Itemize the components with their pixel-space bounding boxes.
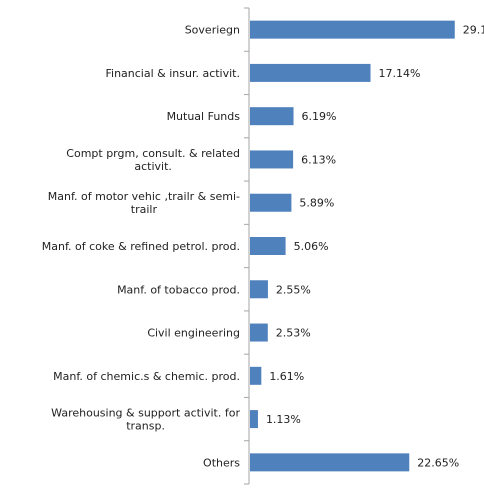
data-label: 29.12%: [463, 24, 484, 37]
data-label: 6.13%: [301, 153, 336, 166]
bar: [250, 193, 292, 212]
bar: [250, 280, 268, 299]
bar: [250, 453, 410, 472]
category-label: Mutual Funds: [167, 110, 241, 123]
data-label: 2.53%: [276, 327, 311, 340]
data-label: 1.13%: [266, 413, 301, 426]
data-label: 6.19%: [302, 110, 337, 123]
data-label: 17.14%: [379, 67, 421, 80]
category-label: Manf. of motor vehic ,trailr & semi-trai…: [48, 190, 240, 216]
bar: [250, 237, 286, 255]
axis-ticks-group: [244, 7, 249, 485]
data-label: 22.65%: [417, 456, 459, 469]
bar: [250, 410, 258, 429]
data-label: 1.61%: [269, 370, 304, 383]
category-labels-group: Soveriegn Financial & insur. activit. Mutu…: [42, 24, 241, 470]
data-label: 2.55%: [276, 283, 311, 296]
data-label: 5.89%: [299, 197, 334, 210]
bar: [250, 323, 268, 342]
bar: [250, 150, 294, 169]
data-label: 5.06%: [294, 240, 329, 253]
category-label: Compt prgm, consult. & related activit.: [66, 147, 240, 173]
bar: [250, 366, 262, 385]
category-label: Financial & insur. activit.: [105, 67, 240, 80]
category-label: Others: [203, 456, 240, 469]
bar: [250, 63, 371, 82]
category-label: Manf. of tobacco prod.: [117, 283, 240, 296]
category-label: Warehousing & support activit. for transp…: [51, 407, 240, 433]
bars-group: [250, 20, 455, 472]
category-label: Manf. of coke & refined petrol. prod.: [42, 240, 240, 253]
data-labels-group: 29.12% 17.14% 6.19% 6.13% 5.89% 5.06% 2.55% 2.5…: [266, 24, 484, 470]
category-label: Manf. of chemic.s & chemic. prod.: [53, 370, 240, 383]
category-label: Civil engineering: [147, 327, 240, 340]
category-label: Soveriegn: [185, 24, 240, 37]
bar: [250, 107, 294, 126]
bar: [250, 20, 455, 39]
